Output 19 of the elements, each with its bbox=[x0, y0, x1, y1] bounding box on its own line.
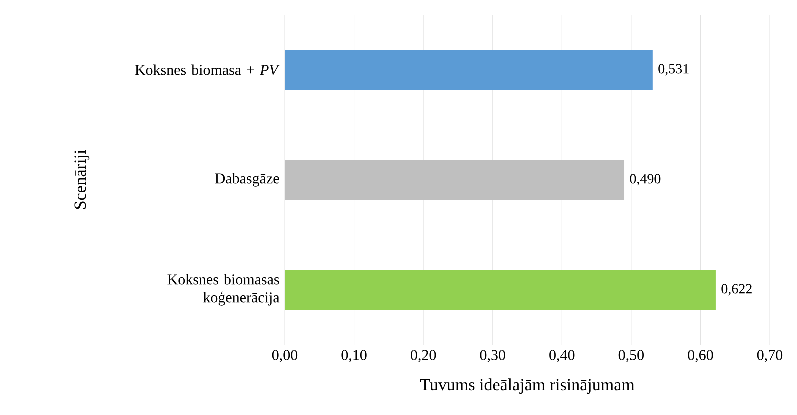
x-tick-label: 0,10 bbox=[342, 350, 367, 362]
y-axis-title: Scenāriji bbox=[74, 150, 90, 210]
x-axis-title: Tuvums ideālajām risinājumam bbox=[420, 378, 635, 394]
x-tick-label: 0,50 bbox=[618, 350, 644, 362]
x-tick-label: 0,20 bbox=[411, 350, 436, 362]
x-tick-label: 0,40 bbox=[550, 350, 575, 362]
x-tick-label: 0,70 bbox=[757, 350, 783, 362]
x-tick-label: 0,30 bbox=[480, 350, 506, 362]
data-label: 0,622 bbox=[722, 284, 752, 296]
bar bbox=[285, 270, 716, 310]
y-tick-label: Koksnes biomasa + PV bbox=[135, 64, 280, 76]
data-label: 0,490 bbox=[630, 174, 661, 186]
x-tick-label: 0,60 bbox=[688, 350, 714, 362]
y-tick-label: Dabasgāze bbox=[215, 173, 280, 187]
data-label: 0,531 bbox=[658, 64, 689, 76]
y-tick-label: Koksnes biomasas koģenerācija bbox=[168, 274, 280, 306]
bar bbox=[285, 160, 625, 200]
x-tick-label: 0,00 bbox=[272, 350, 298, 362]
bar bbox=[285, 50, 653, 90]
